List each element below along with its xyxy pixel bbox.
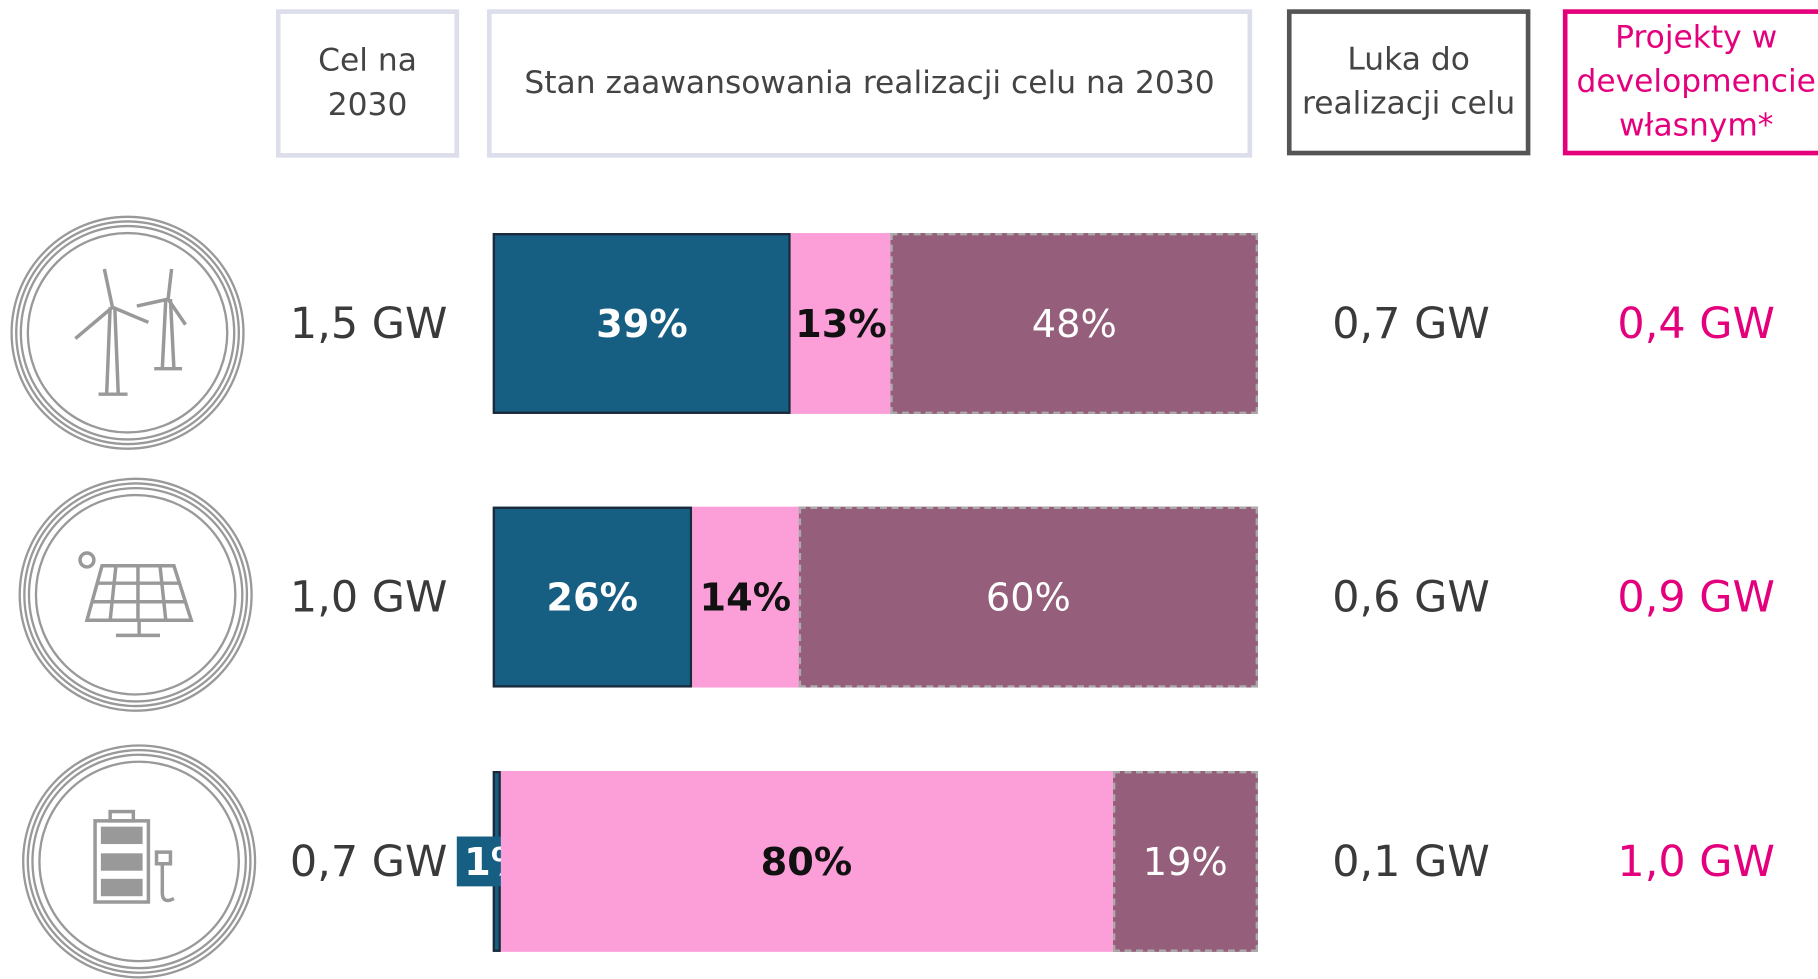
target-value: 1,0 GW: [289, 572, 448, 623]
bar-segment: [691, 506, 799, 688]
bar-label: 26%: [546, 574, 639, 620]
gap-value: 0,6 GW: [1332, 572, 1490, 623]
bar-segment: [1112, 771, 1258, 952]
bar-segment: [798, 506, 1258, 688]
bar-label: 39%: [596, 300, 688, 347]
bar-label: 13%: [795, 300, 887, 347]
bar-label: 48%: [1031, 300, 1117, 347]
header-target: Cel na 2030: [275, 9, 460, 158]
projects-value: 0,9 GW: [1617, 572, 1775, 623]
bar-label: 19%: [1142, 838, 1228, 885]
bar-label: 14%: [699, 574, 792, 620]
bar-segment: [500, 771, 1113, 952]
projects-value: 0,4 GW: [1617, 298, 1775, 349]
header-progress: Stan zaawansowania realizacji celu na 20…: [486, 9, 1253, 158]
bar-segment: [492, 233, 792, 414]
gap-value: 0,1 GW: [1332, 836, 1490, 887]
bar-segment: [492, 506, 692, 688]
battery-icon: [22, 744, 257, 979]
bar-segment: [890, 233, 1258, 414]
gap-value: 0,7 GW: [1332, 298, 1490, 349]
header-gap: Luka do realizacji celu: [1286, 9, 1531, 156]
bar-label: 60%: [985, 574, 1071, 620]
wind-icon: [10, 215, 245, 450]
target-value: 1,5 GW: [289, 298, 448, 349]
icons: [10, 215, 257, 979]
solar-icon: [18, 477, 253, 712]
bar-segment: [791, 233, 891, 414]
bar-label: 80%: [760, 838, 853, 885]
target-value: 0,7 GW: [289, 836, 448, 887]
header-projects: Projekty w developmencie własnym*: [1562, 9, 1818, 156]
projects-value: 1,0 GW: [1617, 836, 1775, 887]
